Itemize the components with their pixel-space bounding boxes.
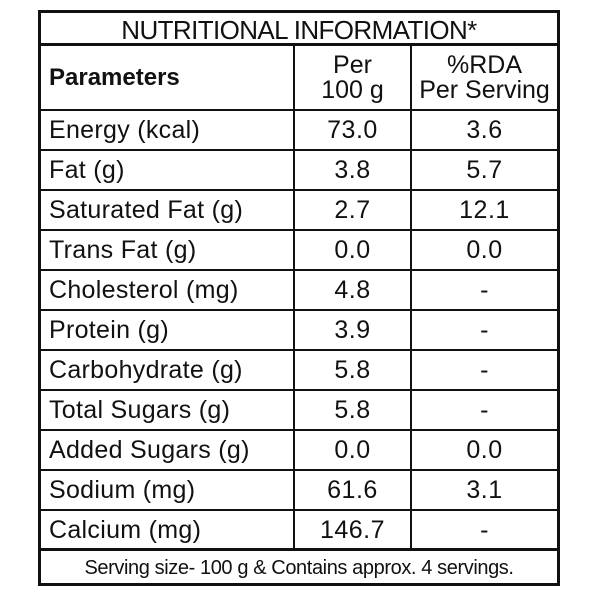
row-name: Fat (g) [41, 149, 295, 191]
row-rda: - [410, 389, 557, 431]
row-per-100g: 0.0 [293, 429, 412, 471]
header-per-line1: Per [333, 50, 372, 79]
header-per-100g: Per 100 g [293, 46, 412, 111]
row-rda: - [410, 349, 557, 391]
row-rda: 3.6 [410, 109, 557, 151]
row-name: Energy (kcal) [41, 109, 295, 151]
table-row: Calcium (mg) 146.7 - [41, 509, 557, 551]
row-per-100g: 5.8 [293, 389, 412, 431]
row-rda: - [410, 269, 557, 311]
row-rda: 12.1 [410, 189, 557, 231]
table-row: Trans Fat (g) 0.0 0.0 [41, 229, 557, 271]
table-row: Cholesterol (mg) 4.8 - [41, 269, 557, 311]
row-rda: 5.7 [410, 149, 557, 191]
table-row: Protein (g) 3.9 - [41, 309, 557, 351]
table-row: Saturated Fat (g) 2.7 12.1 [41, 189, 557, 231]
header-parameters: Parameters [41, 46, 295, 111]
row-name: Protein (g) [41, 309, 295, 351]
row-name: Carbohydrate (g) [41, 349, 295, 391]
header-rda-per-serving: %RDA Per Serving [410, 46, 557, 111]
table-header-row: Parameters Per 100 g %RDA Per Serving [41, 46, 557, 111]
row-per-100g: 3.9 [293, 309, 412, 351]
row-per-100g: 0.0 [293, 229, 412, 271]
nutrition-table: Parameters Per 100 g %RDA Per Serving En… [41, 46, 557, 551]
row-per-100g: 4.8 [293, 269, 412, 311]
row-per-100g: 5.8 [293, 349, 412, 391]
serving-size-note: Serving size- 100 g & Contains approx. 4… [41, 548, 557, 583]
label-title: NUTRITIONAL INFORMATION* [41, 13, 557, 46]
row-name: Added Sugars (g) [41, 429, 295, 471]
header-rda-line2: Per Serving [419, 75, 550, 104]
row-per-100g: 146.7 [293, 509, 412, 551]
row-rda: 0.0 [410, 229, 557, 271]
row-name: Sodium (mg) [41, 469, 295, 511]
table-row: Fat (g) 3.8 5.7 [41, 149, 557, 191]
row-rda: - [410, 309, 557, 351]
row-name: Saturated Fat (g) [41, 189, 295, 231]
row-per-100g: 2.7 [293, 189, 412, 231]
table-row: Added Sugars (g) 0.0 0.0 [41, 429, 557, 471]
table-row: Energy (kcal) 73.0 3.6 [41, 109, 557, 151]
nutrition-label: NUTRITIONAL INFORMATION* Parameters Per … [38, 10, 560, 586]
row-name: Calcium (mg) [41, 509, 295, 551]
header-rda-line1: %RDA [446, 50, 522, 79]
row-name: Trans Fat (g) [41, 229, 295, 271]
row-per-100g: 61.6 [293, 469, 412, 511]
row-rda: 3.1 [410, 469, 557, 511]
table-row: Carbohydrate (g) 5.8 - [41, 349, 557, 391]
row-rda: - [410, 509, 557, 551]
table-row: Sodium (mg) 61.6 3.1 [41, 469, 557, 511]
row-per-100g: 3.8 [293, 149, 412, 191]
row-per-100g: 73.0 [293, 109, 412, 151]
table-row: Total Sugars (g) 5.8 - [41, 389, 557, 431]
row-name: Total Sugars (g) [41, 389, 295, 431]
row-rda: 0.0 [410, 429, 557, 471]
header-per-line2: 100 g [321, 75, 384, 104]
row-name: Cholesterol (mg) [41, 269, 295, 311]
